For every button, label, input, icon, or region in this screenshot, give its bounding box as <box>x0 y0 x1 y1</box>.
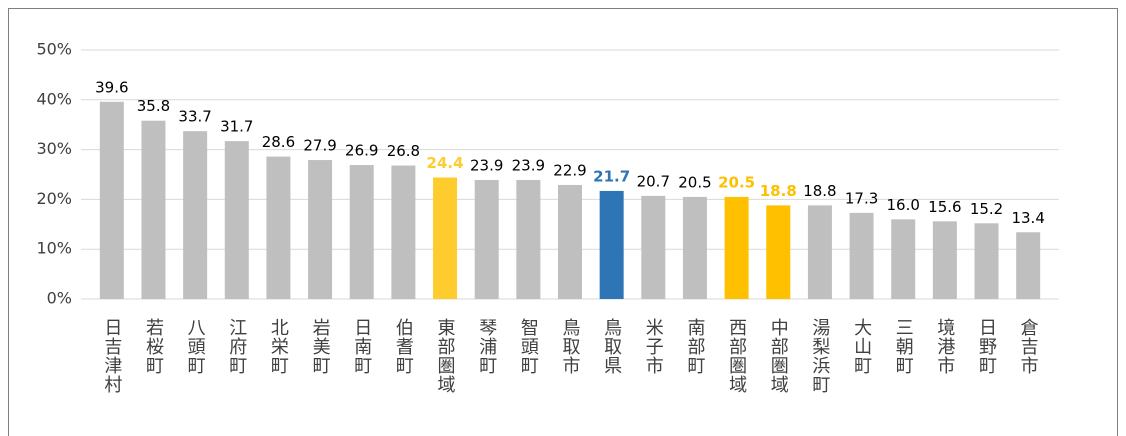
bar <box>516 179 541 299</box>
data-label: 20.7 <box>637 172 670 190</box>
y-tick-label: 40% <box>36 89 72 108</box>
x-tick-label: 倉吉市 <box>1018 318 1039 375</box>
y-tick-label: 20% <box>36 189 72 208</box>
y-tick-label: 30% <box>36 139 72 158</box>
y-tick-label: 10% <box>36 239 72 258</box>
bar <box>308 160 333 299</box>
x-tick-label: 日野町 <box>976 318 997 375</box>
bar <box>766 205 791 299</box>
x-tick-label: 三朝町 <box>893 318 914 375</box>
x-tick-label: 江府町 <box>226 318 247 375</box>
bar <box>141 120 166 299</box>
bar <box>807 205 832 299</box>
x-tick-label: 若桜町 <box>143 318 164 375</box>
x-tick-label: 日南町 <box>351 318 372 375</box>
bar <box>224 141 249 299</box>
data-label: 22.9 <box>553 161 586 179</box>
bar <box>433 177 458 299</box>
data-label: 17.3 <box>845 189 878 207</box>
data-label: 23.9 <box>470 156 503 174</box>
x-tick-label: 米子市 <box>643 318 664 375</box>
x-tick-label: 鳥取市 <box>560 318 581 375</box>
data-label: 13.4 <box>1011 209 1044 227</box>
data-label: 31.7 <box>220 118 253 136</box>
x-tick-label: 湯梨浜町 <box>809 318 830 394</box>
bar <box>891 219 916 299</box>
x-tick-label: 日吉津村 <box>101 318 122 394</box>
bar <box>349 165 374 299</box>
bar <box>266 156 291 299</box>
data-label: 39.6 <box>95 78 128 96</box>
data-label: 24.4 <box>427 154 464 172</box>
data-label: 23.9 <box>512 156 545 174</box>
bar <box>183 131 208 299</box>
data-label: 26.9 <box>345 142 378 160</box>
x-tick-label: 大山町 <box>851 318 872 375</box>
bar <box>641 195 666 299</box>
x-tick-label: 境港市 <box>934 318 955 375</box>
bar <box>474 179 499 299</box>
data-label: 15.2 <box>970 200 1003 218</box>
data-label: 35.8 <box>137 97 170 115</box>
data-label: 20.5 <box>718 173 755 191</box>
data-label: 21.7 <box>593 167 630 185</box>
bar <box>974 223 999 299</box>
x-tick-label: 南部町 <box>684 318 705 375</box>
x-tick-label: 八頭町 <box>185 318 206 375</box>
bar <box>99 101 124 300</box>
bar <box>391 165 416 299</box>
bar <box>558 184 582 299</box>
bar <box>932 221 957 299</box>
data-label: 20.5 <box>678 173 711 191</box>
x-tick-label: 東部圏域 <box>435 318 456 394</box>
bar <box>1016 232 1041 299</box>
y-tick-label: 50% <box>36 40 72 59</box>
data-label: 33.7 <box>178 108 211 126</box>
data-label: 28.6 <box>262 133 295 151</box>
data-label: 27.9 <box>303 137 336 155</box>
data-label: 18.8 <box>803 182 836 200</box>
x-tick-label: 西部圏域 <box>726 318 747 394</box>
x-tick-label: 智頭町 <box>518 318 539 375</box>
data-label: 18.8 <box>760 182 797 200</box>
x-tick-label: 鳥取県 <box>601 318 622 375</box>
data-label: 15.6 <box>928 198 961 216</box>
bar <box>599 190 624 299</box>
data-label: 16.0 <box>887 196 920 214</box>
bar <box>849 212 874 299</box>
x-tick-label: 岩美町 <box>310 318 331 375</box>
bar <box>682 196 707 299</box>
chart-frame <box>8 8 1118 436</box>
data-label: 26.8 <box>387 142 420 160</box>
bar <box>724 196 749 299</box>
x-tick-label: 北栄町 <box>268 318 289 375</box>
y-tick-label: 0% <box>47 289 72 308</box>
x-tick-label: 琴浦町 <box>476 318 497 375</box>
x-tick-label: 伯耆町 <box>393 318 414 375</box>
x-tick-label: 中部圏域 <box>768 318 789 394</box>
